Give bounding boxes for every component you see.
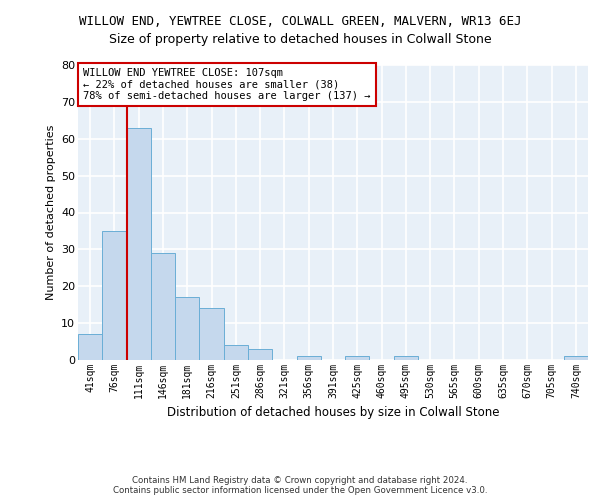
Bar: [296, 356, 321, 360]
Text: WILLOW END, YEWTREE CLOSE, COLWALL GREEN, MALVERN, WR13 6EJ: WILLOW END, YEWTREE CLOSE, COLWALL GREEN…: [79, 15, 521, 28]
Bar: [345, 356, 370, 360]
Bar: [102, 231, 127, 360]
Bar: [394, 356, 418, 360]
Bar: [151, 253, 175, 360]
Bar: [224, 345, 248, 360]
Bar: [248, 349, 272, 360]
Bar: [564, 356, 588, 360]
Bar: [78, 334, 102, 360]
Y-axis label: Number of detached properties: Number of detached properties: [46, 125, 56, 300]
X-axis label: Distribution of detached houses by size in Colwall Stone: Distribution of detached houses by size …: [167, 406, 499, 420]
Bar: [175, 298, 199, 360]
Text: Contains HM Land Registry data © Crown copyright and database right 2024.
Contai: Contains HM Land Registry data © Crown c…: [113, 476, 487, 495]
Text: Size of property relative to detached houses in Colwall Stone: Size of property relative to detached ho…: [109, 32, 491, 46]
Bar: [199, 308, 224, 360]
Text: WILLOW END YEWTREE CLOSE: 107sqm
← 22% of detached houses are smaller (38)
78% o: WILLOW END YEWTREE CLOSE: 107sqm ← 22% o…: [83, 68, 371, 101]
Bar: [127, 128, 151, 360]
